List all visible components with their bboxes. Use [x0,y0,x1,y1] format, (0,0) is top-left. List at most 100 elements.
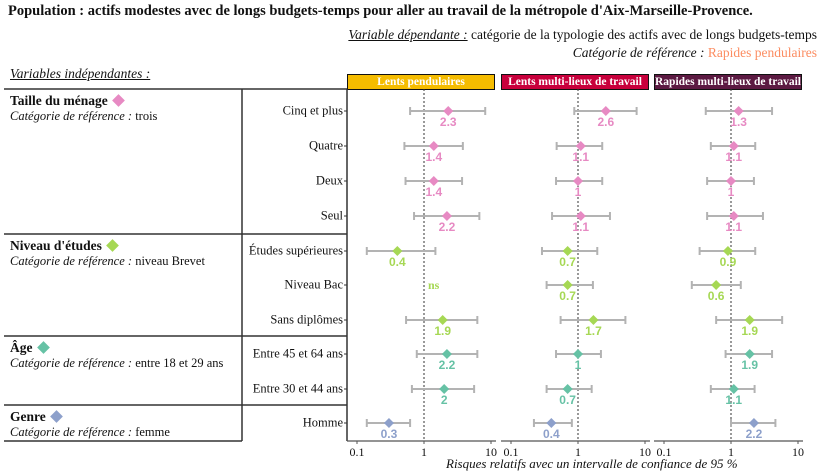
value-label: 0.9 [720,255,737,269]
reference-category: Catégorie de référence : Rapides pendula… [573,45,817,61]
value-label: 1 [575,358,582,372]
x-tick-label: 1 [728,445,734,459]
point-estimate [441,211,452,221]
value-label: 0.7 [559,255,576,269]
value-label: 2.2 [746,427,763,441]
group-title-text: Genre [10,409,46,424]
group-reference-label: Catégorie de référence : [10,109,133,123]
dependent-value: catégorie de la typologie des actifs ave… [467,27,817,42]
x-tick-label: 10 [639,445,651,459]
group-reference: Catégorie de référence : femme [10,425,170,440]
point-estimate [600,106,611,116]
row-label: Seul [320,208,343,223]
group-reference-label: Catégorie de référence : [10,425,133,439]
point-estimate [573,349,583,359]
point-estimate [428,176,439,186]
independent-variables-label: Variables indépendantes : [10,66,151,81]
point-estimate [726,176,736,186]
x-axis-label: Risques relatifs avec un intervalle de c… [446,456,738,471]
point-estimate [728,141,739,151]
value-label: 1.9 [434,324,451,338]
value-label: 1.4 [425,150,442,164]
value-label: 2.3 [440,115,457,129]
row-label: Entre 45 et 64 ans [252,346,343,361]
point-estimate [392,246,403,256]
x-tick-label: 0.1 [503,445,519,459]
row-label: Études supérieures [248,243,343,258]
value-label: 1.7 [585,324,602,338]
point-estimate [383,418,394,428]
point-estimate [711,280,722,290]
point-estimate [748,418,759,428]
variable-group: Genre Catégorie de référence : femme [10,409,170,440]
value-label: 1.9 [741,358,758,372]
group-title-text: Niveau d'études [10,238,102,253]
group-reference-label: Catégorie de référence : [10,356,133,370]
group-title: Genre [10,409,170,425]
row-label: Quatre [308,138,343,153]
value-label: 0.6 [708,289,725,303]
point-estimate [562,246,573,256]
dependent-label: Variable dépendante : [348,27,468,42]
point-estimate [443,106,454,116]
value-label: 0.4 [543,427,560,441]
x-tick-label: 10 [792,445,804,459]
point-estimate [546,418,557,428]
value-label: 0.4 [389,255,406,269]
group-reference-value: femme [132,425,170,439]
group-reference: Catégorie de référence : trois [10,109,157,124]
point-estimate [439,384,450,394]
x-tick-label: 1 [575,445,581,459]
value-label: 0.7 [559,289,576,303]
row-label: Cinq et plus [282,103,343,118]
figure-title: Population : actifs modestes avec de lon… [8,3,753,19]
value-label: 1.1 [572,150,589,164]
panel-header: Rapides multi-lieux de travail [654,74,802,90]
x-tick-label: 10 [485,445,497,459]
value-label: 1.1 [725,393,742,407]
group-reference-value: niveau Brevet [132,254,205,268]
value-label: 2 [441,393,448,407]
point-estimate [728,211,739,221]
x-tick-label: 0.1 [349,445,365,459]
row-label: Homme [302,415,343,430]
value-label: 0.7 [559,393,576,407]
point-estimate [588,315,599,325]
value-label: 2.2 [439,220,456,234]
value-label: 1.4 [425,185,442,199]
row-label: Niveau Bac [284,277,343,292]
point-estimate [441,349,452,359]
group-title-text: Âge [10,340,33,355]
value-label: 1.1 [572,220,589,234]
value-label: 1.3 [730,115,747,129]
x-tick-label: 1 [421,445,427,459]
ns-label: ns [428,278,440,292]
panel-header: Lents pendulaires [347,74,495,90]
point-estimate [744,315,755,325]
value-label: 1.1 [725,150,742,164]
variable-group: Taille du ménage Catégorie de référence :… [10,93,157,124]
group-reference: Catégorie de référence : entre 18 et 29 … [10,356,223,371]
point-estimate [728,384,739,394]
point-estimate [437,315,448,325]
point-estimate [744,349,755,359]
point-estimate [575,141,586,151]
point-estimate [562,384,573,394]
value-label: 1 [575,185,582,199]
variable-group: Niveau d'études Catégorie de référence : … [10,238,205,269]
reference-value: Rapides pendulaires [704,45,817,60]
group-reference-value: entre 18 et 29 ans [132,356,224,370]
group-title-text: Taille du ménage [10,93,108,108]
group-reference-label: Catégorie de référence : [10,254,133,268]
x-tick-label: 0.1 [656,445,672,459]
row-label: Entre 30 et 44 ans [252,381,343,396]
group-title: Taille du ménage [10,93,157,109]
panel-header: Lents multi-lieux de travail [501,74,649,90]
value-label: 2.2 [439,358,456,372]
row-label: Deux [315,173,343,188]
group-reference: Catégorie de référence : niveau Brevet [10,254,205,269]
point-estimate [573,176,583,186]
value-label: 1.9 [741,324,758,338]
